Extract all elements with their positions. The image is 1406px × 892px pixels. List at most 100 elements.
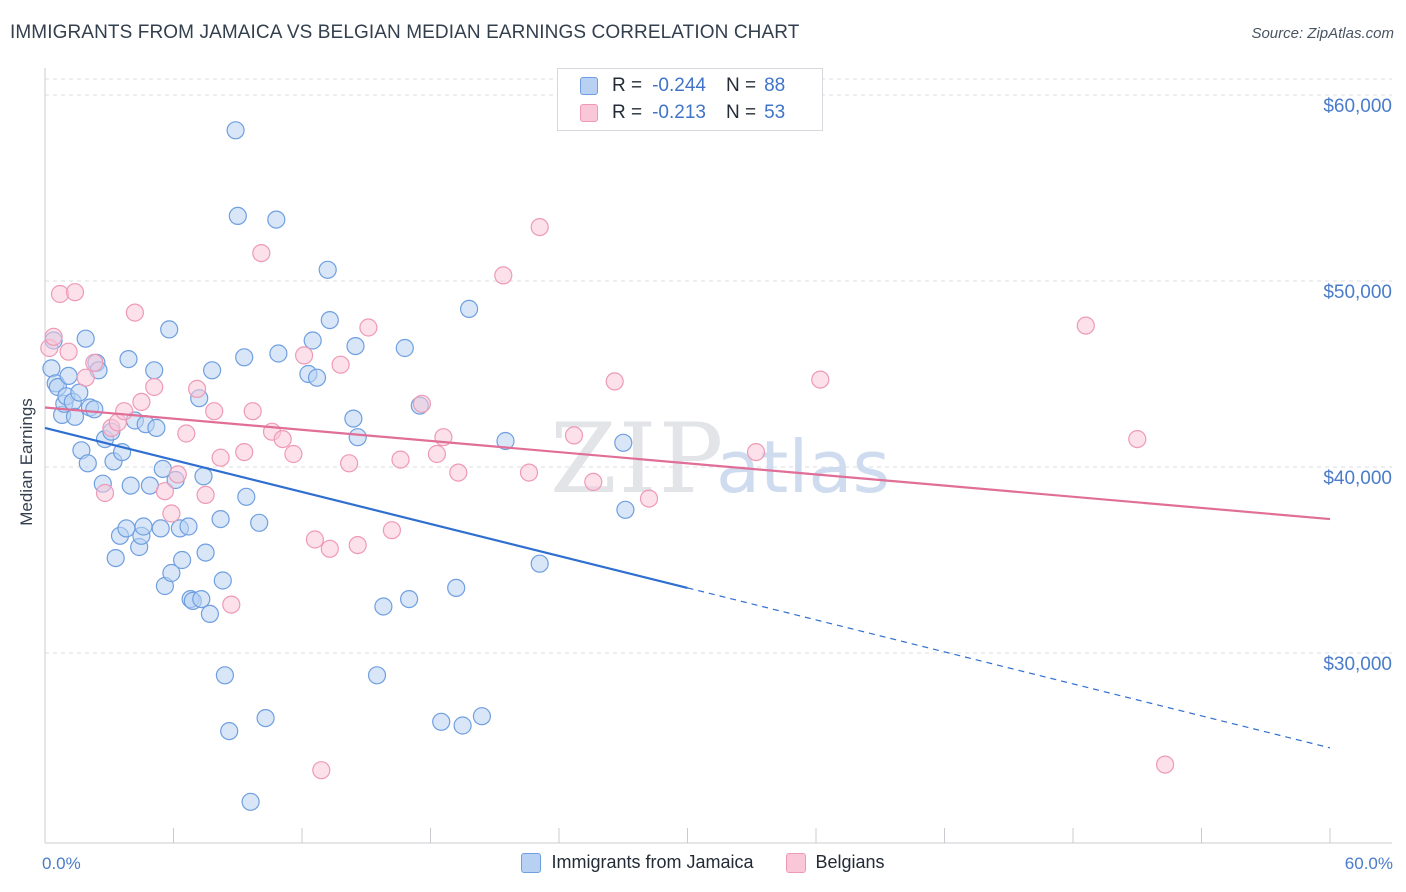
series-legend: Immigrants from Jamaica Belgians [0, 852, 1406, 873]
jamaica-point [134, 517, 153, 536]
belgians-point [196, 485, 215, 504]
legend-r-label: R = [612, 75, 643, 96]
belgians-point [359, 318, 378, 337]
belgians-point [564, 426, 584, 445]
legend-n-label: N = [725, 102, 757, 123]
jamaica-point [211, 509, 230, 529]
legend-r-value: -0.244 [652, 75, 706, 96]
legend-item-jamaica[interactable]: Immigrants from Jamaica [521, 852, 754, 873]
jamaica-point [432, 712, 451, 731]
series-belgians-points [40, 218, 1175, 780]
belgians-point [95, 483, 115, 503]
jamaica-point [235, 348, 254, 367]
jamaica-point [307, 368, 327, 387]
belgians-point [59, 342, 78, 361]
jamaica-point [179, 517, 198, 536]
legend-swatch-blue [580, 77, 598, 95]
x-tick-labels: 0.0% 60.0% [42, 854, 1393, 873]
jamaica-point [119, 350, 138, 369]
y-tick-label: $30,000 [1323, 654, 1392, 675]
jamaica-point [346, 337, 365, 356]
belgians-point [65, 283, 85, 302]
legend-swatch-pink [580, 104, 598, 122]
jamaica-point [472, 707, 491, 726]
jamaica-point [374, 597, 393, 616]
jamaica-point [160, 320, 179, 339]
belgians-point [811, 370, 830, 389]
belgians-point [605, 372, 624, 391]
belgians-point [115, 402, 134, 421]
belgians-point [132, 392, 151, 411]
belgians-point [519, 463, 539, 482]
jamaica-point [196, 543, 215, 562]
jamaica-point [145, 361, 164, 380]
y-tick-labels: $30,000 $40,000 $50,000 $60,000 [1323, 96, 1392, 675]
belgians-point [412, 394, 431, 413]
jamaica-point [400, 589, 419, 609]
belgians-trend-line [44, 406, 1331, 521]
belgians-point [340, 454, 359, 473]
jamaica-point [215, 666, 234, 685]
jamaica-point [213, 571, 232, 590]
belgians-point [331, 355, 350, 374]
jamaica-point [348, 428, 367, 447]
jamaica-point [460, 299, 479, 318]
belgians-point [168, 465, 187, 484]
jamaica-point [616, 500, 635, 519]
grid-lines [45, 78, 1392, 654]
jamaica-point [318, 260, 337, 279]
jamaica-point [65, 407, 85, 426]
jamaica-point [269, 344, 288, 363]
belgians-point [284, 444, 303, 464]
legend-label-jamaica: Immigrants from Jamaica [551, 852, 754, 872]
jamaica-point [200, 604, 219, 624]
belgians-point [145, 377, 164, 397]
jamaica-point [250, 513, 269, 532]
belgians-point [1076, 316, 1095, 335]
jamaica-point [220, 721, 239, 741]
jamaica-trend-line [44, 426, 688, 589]
belgians-point [50, 284, 70, 304]
belgians-point [44, 327, 63, 346]
trend-lines [44, 406, 1331, 749]
belgians-point [76, 368, 95, 387]
jamaica-point [121, 476, 140, 495]
jamaica-point [76, 329, 95, 348]
jamaica-point [106, 548, 125, 568]
legend-swatch-pink [785, 852, 806, 873]
belgians-point [1155, 755, 1175, 774]
belgians-point [530, 218, 549, 237]
y-tick-label: $50,000 [1323, 282, 1392, 303]
jamaica-point [85, 400, 104, 419]
belgians-point [177, 424, 196, 443]
belgians-point [305, 530, 324, 549]
jamaica-point [59, 366, 78, 385]
watermark-atlas: atlas [716, 425, 890, 509]
belgians-point [639, 489, 659, 508]
jamaica-point [117, 519, 136, 538]
jamaica-point [151, 519, 170, 538]
jamaica-point [367, 666, 387, 685]
jamaica-point [453, 716, 472, 735]
legend-item-belgians[interactable]: Belgians [785, 852, 885, 873]
jamaica-trend-extension [687, 587, 1331, 749]
belgians-point [125, 303, 144, 322]
belgians-point [252, 244, 271, 263]
jamaica-point [496, 431, 515, 451]
source-label: Source: ZipAtlas.com [1251, 25, 1394, 42]
jamaica-point [530, 554, 549, 573]
jamaica-point [614, 433, 633, 452]
jamaica-point [42, 359, 61, 378]
jamaica-point [447, 578, 466, 598]
legend-n-value: 53 [764, 102, 786, 123]
legend-n-label: N = [725, 75, 757, 96]
chart-title: IMMIGRANTS FROM JAMAICA VS BELGIAN MEDIA… [10, 22, 800, 43]
jamaica-point [344, 409, 363, 428]
belgians-point [427, 444, 446, 464]
belgians-point [205, 402, 224, 421]
legend-label-belgians: Belgians [815, 852, 885, 872]
y-tick-label: $60,000 [1323, 96, 1392, 117]
jamaica-point [203, 361, 222, 380]
y-axis-label: Median Earnings [17, 398, 36, 526]
belgians-point [243, 402, 262, 421]
